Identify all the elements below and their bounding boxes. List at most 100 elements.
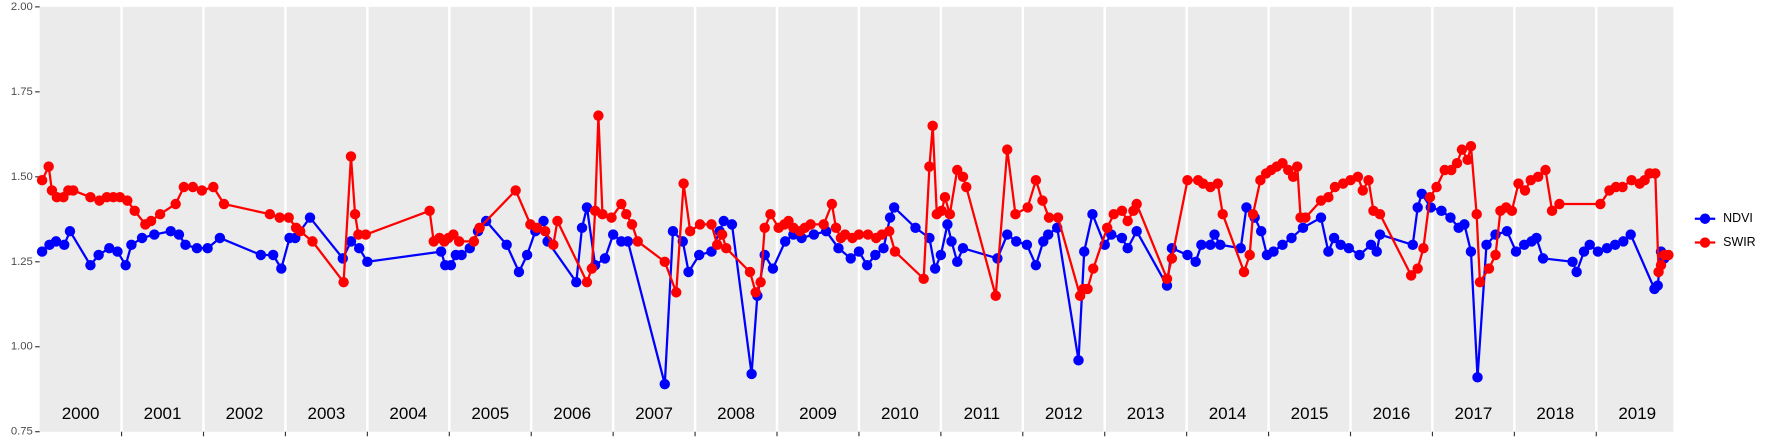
year-label: 2008 [717,404,755,423]
data-point [531,222,543,234]
data-point [833,242,844,254]
data-point [1459,219,1470,230]
data-point [1182,175,1193,186]
data-point [202,242,213,254]
y-tick-label: 1.00 [11,341,33,353]
data-point [1122,242,1133,254]
data-point [1241,202,1252,213]
data-point [1002,229,1013,240]
data-point [1578,246,1590,257]
data-point [208,181,219,193]
data-point [667,225,679,237]
data-point [1531,232,1542,244]
data-point [165,225,176,237]
data-point [1462,154,1473,166]
data-point [1407,239,1418,251]
data-point [759,249,770,261]
data-point [961,181,972,193]
data-point [1182,249,1193,261]
data-point [304,212,316,223]
data-point [1131,225,1142,237]
data-point [129,205,140,217]
data-point [1212,178,1223,189]
data-point [424,205,435,217]
data-point [1255,225,1267,237]
data-point [513,266,525,278]
year-label: 2007 [635,404,673,423]
year-label: 2002 [226,404,264,423]
data-point [349,208,361,220]
y-tick-label: 1.75 [11,86,33,98]
data-point [1329,181,1341,193]
data-point [1650,168,1661,179]
data-point [1532,171,1544,183]
data-point [120,259,131,271]
data-point [1601,242,1613,254]
data-point [1371,246,1382,257]
data-point [435,246,447,257]
data-point [878,242,889,254]
data-point [721,242,732,254]
data-point [1519,185,1531,196]
data-point [1011,236,1022,247]
data-point [1247,208,1259,220]
data-point [622,236,634,247]
data-point [853,246,865,257]
data-point [1537,253,1549,264]
data-point [1238,266,1250,278]
data-point [744,266,756,278]
data-point [1131,198,1142,210]
data-point [1554,198,1565,210]
data-point [1244,249,1255,261]
data-point [149,229,160,240]
data-point [910,222,921,234]
data-point [1546,205,1558,217]
data-point [888,202,900,213]
data-point [64,225,76,237]
data-point [924,161,935,172]
data-point [944,208,956,220]
data-point [43,161,54,172]
data-point [1030,259,1042,271]
data-point [1196,239,1207,251]
data-point [353,229,364,240]
data-point [716,229,728,240]
data-point [581,202,593,213]
data-point [453,236,465,247]
data-point [1122,215,1133,227]
data-point [85,259,96,271]
year-label: 2006 [553,404,591,423]
year-label: 2012 [1045,404,1083,423]
data-point [759,222,770,234]
data-point [1088,263,1099,274]
data-point [632,236,643,247]
data-point [621,208,632,220]
data-point [50,236,62,247]
data-point [1416,188,1427,200]
data-point [445,259,457,271]
data-point [345,151,357,162]
data-point [1474,276,1486,288]
data-point [170,198,181,210]
data-point [1255,175,1266,186]
data-point [1540,164,1551,176]
data-point [1315,212,1327,223]
data-point [818,219,829,230]
data-point [468,236,480,247]
data-point [501,239,512,251]
data-point [1042,229,1054,240]
data-point [1652,280,1663,291]
data-point [767,263,779,274]
data-point [1446,164,1457,176]
data-point [750,287,761,298]
data-point [552,215,563,227]
data-point [1209,229,1220,240]
data-point [599,253,611,264]
data-point [683,266,694,278]
year-label: 2014 [1209,404,1247,423]
data-point [1357,185,1369,196]
data-point [1297,222,1309,234]
data-point [706,246,717,257]
data-point [1166,253,1178,264]
